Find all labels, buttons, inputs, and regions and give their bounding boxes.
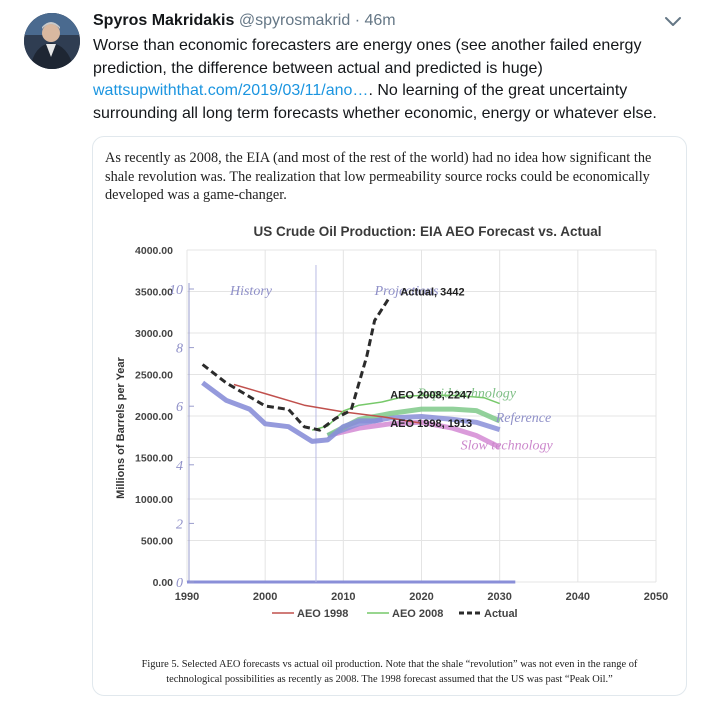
underlay-history-line (201, 380, 383, 444)
tweet-text-part2: . No learning of the great uncertainty s… (93, 82, 657, 122)
x-tick-label: 2020 (409, 591, 433, 603)
underlay-label-projections: Projections (374, 284, 440, 299)
author-handle[interactable]: @spyrosmakrid (238, 12, 351, 29)
tweet-header: Spyros Makridakis @spyrosmakrid · 46m (93, 10, 674, 32)
author-name[interactable]: Spyros Makridakis (93, 12, 235, 29)
separator-dot: · (354, 12, 365, 29)
figure-caption: Figure 5. Selected AEO forecasts vs actu… (93, 657, 686, 687)
x-tick-label: 2050 (644, 591, 668, 603)
tweet-text: Worse than economic forecasters are ener… (93, 35, 683, 125)
caption-line-2: technological possibilities as recently … (166, 674, 613, 685)
underlay-tick-label: 0 (176, 576, 183, 591)
underlay-tick-label: 10 (169, 283, 183, 298)
underlay-tick-label: 2 (176, 517, 183, 532)
tweet-link[interactable]: wattsupwiththat.com/2019/03/11/ano… (93, 82, 369, 99)
underlay-tick-label: 8 (176, 342, 183, 357)
underlay-tick-label: 6 (176, 400, 183, 415)
annotation-aeo-1998: AEO 1998, 1913 (390, 418, 472, 430)
underlay-tick-label: 4 (176, 459, 183, 474)
tweet-time[interactable]: 46m (364, 12, 396, 29)
article-card[interactable]: As recently as 2008, the EIA (and most o… (92, 136, 687, 696)
y-tick-label: 500.00 (141, 536, 173, 548)
x-tick-label: 2000 (253, 591, 277, 603)
underlay-slow-line (327, 419, 501, 450)
y-tick-label: 3500.00 (135, 287, 173, 299)
tweet-text-part1: Worse than economic forecasters are ener… (93, 37, 642, 77)
legend-label: AEO 1998 (297, 608, 348, 620)
x-tick-label: 2040 (566, 591, 590, 603)
underlay-label-slow: Slow technology (461, 439, 554, 454)
y-tick-label: 1000.00 (135, 494, 173, 506)
x-tick-label: 2030 (487, 591, 511, 603)
chevron-down-icon[interactable] (662, 12, 684, 30)
avatar[interactable] (24, 13, 80, 69)
y-tick-label: 1500.00 (135, 453, 173, 465)
legend-label: AEO 2008 (392, 608, 443, 620)
underlay-reference-line (326, 414, 501, 438)
series-line-aeo-2008 (311, 394, 500, 431)
y-tick-label: 0.00 (153, 577, 174, 589)
annotation-aeo-2008: AEO 2008, 2247 (390, 389, 472, 401)
y-tick-label: 2000.00 (135, 411, 173, 423)
y-axis-label: Millions of Barrels per Year (115, 356, 127, 498)
legend-label: Actual (484, 608, 518, 620)
x-tick-label: 2010 (331, 591, 355, 603)
underlay-label-history: History (229, 284, 273, 299)
chart-title: US Crude Oil Production: EIA AEO Forecas… (253, 224, 601, 239)
y-tick-label: 4000.00 (135, 245, 173, 257)
y-tick-label: 3000.00 (135, 328, 173, 340)
oil-production-chart: US Crude Oil Production: EIA AEO Forecas… (115, 224, 668, 620)
underlay-label-reference: Reference (495, 411, 551, 426)
caption-line-1: Figure 5. Selected AEO forecasts vs actu… (141, 659, 638, 670)
avatar-image (24, 13, 80, 69)
card-quote: As recently as 2008, the EIA (and most o… (105, 150, 652, 203)
y-tick-label: 2500.00 (135, 370, 173, 382)
series-line-aeo-1998 (233, 383, 422, 424)
x-tick-label: 1990 (175, 591, 199, 603)
underlay-label-rapid: Rapid technology (417, 386, 517, 401)
series-line-actual (201, 295, 392, 432)
annotation-actual: Actual, 3442 (400, 286, 464, 298)
